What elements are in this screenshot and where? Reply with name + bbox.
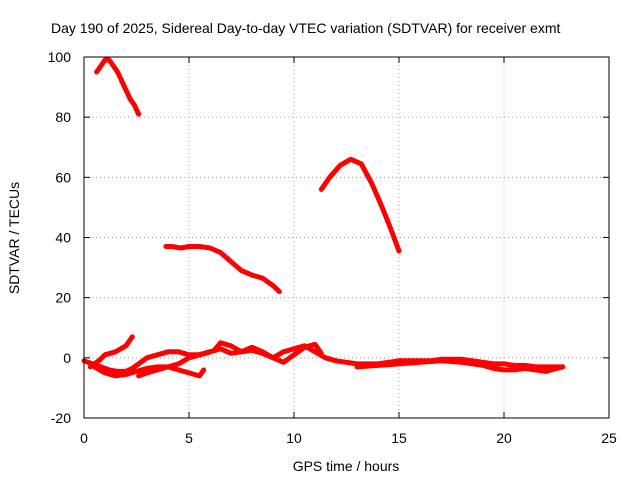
series-arc-3 [318, 156, 402, 254]
series-arc-9 [354, 358, 566, 374]
x-tick-label: 0 [80, 430, 88, 446]
chart-title: Day 190 of 2025, Sidereal Day-to-day VTE… [51, 20, 560, 36]
x-tick-label: 5 [185, 430, 193, 446]
y-axis-label: SDTVAR / TECUs [6, 182, 22, 294]
series-arc-1 [94, 57, 142, 117]
series-arc-2 [163, 244, 282, 295]
x-tick-label: 25 [601, 430, 617, 446]
y-tick-label: 80 [55, 109, 71, 125]
y-tick-label: 0 [63, 350, 71, 366]
y-tick-label: 40 [55, 230, 71, 246]
series-arc-7 [136, 349, 213, 379]
series-arc-6 [92, 364, 207, 379]
x-tick-label: 10 [286, 430, 302, 446]
axis-ticks: 0 5 10 15 20 25 -20 0 20 40 60 80 100 [48, 49, 617, 446]
y-tick-label: 100 [48, 49, 72, 65]
plot-frame [83, 56, 610, 419]
x-tick-label: 20 [496, 430, 512, 446]
y-tick-label: 60 [55, 169, 71, 185]
data-series [81, 57, 566, 379]
series-arc-4 [81, 343, 566, 374]
y-tick-label: 20 [55, 290, 71, 306]
series-arc-8 [211, 340, 324, 365]
x-axis-label: GPS time / hours [293, 458, 400, 474]
y-tick-label: -20 [51, 410, 71, 426]
series-arc-5 [87, 334, 135, 370]
x-tick-label: 15 [391, 430, 407, 446]
